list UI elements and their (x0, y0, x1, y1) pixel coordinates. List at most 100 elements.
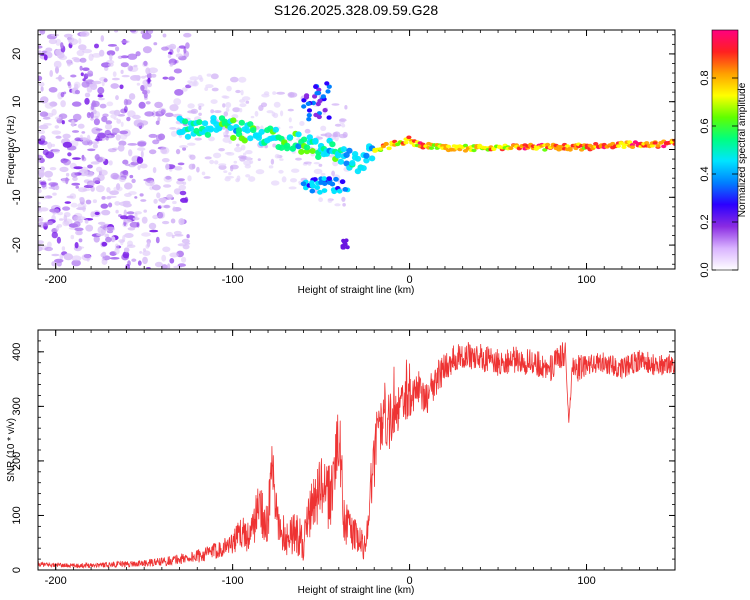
heatmap-cell (471, 148, 477, 153)
heatmap-cell (181, 238, 190, 244)
heatmap-cell (491, 147, 497, 151)
heatmap-cell (79, 57, 87, 63)
heatmap-cell (47, 241, 52, 248)
heatmap-cell (363, 157, 370, 164)
heatmap-cell (117, 55, 123, 59)
heatmap-cell (112, 174, 121, 180)
heatmap-cell (227, 125, 234, 131)
heatmap-cell (100, 223, 104, 228)
heatmap-cell (331, 103, 340, 106)
heatmap-cell (340, 146, 347, 153)
heatmap-cell (462, 143, 469, 148)
heatmap-cell (153, 198, 158, 204)
colorbar-tick-label: 0.8 (699, 70, 711, 85)
colorbar-tick-label: 0.2 (699, 214, 711, 229)
heatmap-cell (100, 35, 105, 42)
heatmap-cell (74, 89, 80, 95)
heatmap-cell (40, 86, 44, 92)
heatmap-cell (162, 220, 170, 225)
heatmap-cell (72, 157, 81, 160)
heatmap-cell (74, 242, 79, 249)
y-tick-label: 100 (11, 506, 23, 524)
heatmap-cell (307, 162, 312, 166)
heatmap-cell (176, 180, 184, 185)
heatmap-cell (128, 93, 136, 100)
heatmap-cell (138, 101, 146, 109)
heatmap-cell (187, 103, 195, 109)
heatmap-cell (155, 120, 160, 126)
snr-ylabel: SNR (10 * v/v) (6, 418, 17, 482)
heatmap-cell (169, 126, 177, 130)
heatmap-cell (38, 140, 48, 146)
heatmap-cell (209, 159, 215, 165)
heatmap-cell (222, 95, 230, 99)
heatmap-cell (108, 202, 113, 208)
heatmap-cell (58, 218, 64, 221)
heatmap-cell (94, 43, 99, 49)
heatmap-cell (183, 50, 190, 58)
heatmap-cell (137, 165, 141, 171)
heatmap-cell (245, 100, 250, 104)
heatmap-cell (281, 176, 287, 183)
heatmap-cell (78, 44, 87, 51)
heatmap-cell (169, 258, 175, 264)
heatmap-cell (272, 91, 277, 95)
heatmap-cell (73, 215, 81, 223)
heatmap-cell (145, 101, 151, 105)
heatmap-cell (317, 189, 323, 195)
heatmap-cell (133, 64, 138, 68)
heatmap-cell (142, 250, 151, 256)
heatmap-cell (72, 176, 78, 181)
heatmap-cell (67, 152, 72, 157)
heatmap-cell (126, 211, 135, 215)
heatmap-cell (81, 156, 87, 162)
spectrogram-xlabel: Height of straight line (km) (298, 285, 415, 296)
heatmap-cell (228, 172, 232, 176)
heatmap-cell (111, 77, 120, 81)
heatmap-cell (278, 169, 284, 174)
heatmap-cell (101, 196, 106, 200)
heatmap-cell (303, 144, 311, 151)
heatmap-cell (218, 148, 225, 152)
heatmap-cell (76, 49, 85, 57)
heatmap-cell (39, 111, 49, 117)
colorbar-label: Normalized spectral amplitude (737, 82, 748, 217)
heatmap-cell (342, 203, 346, 207)
snr-series-line (38, 342, 675, 569)
heatmap-cell (104, 123, 113, 130)
heatmap-cell (235, 89, 241, 94)
heatmap-cell (148, 133, 158, 138)
y-tick-label: 0 (11, 567, 23, 573)
heatmap-cell (260, 102, 268, 108)
heatmap-cell (155, 236, 160, 244)
heatmap-cell (96, 233, 105, 237)
heatmap-cell (309, 180, 315, 186)
heatmap-cell (51, 130, 62, 135)
heatmap-cell (223, 111, 229, 117)
heatmap-cell (148, 67, 159, 74)
heatmap-cell (258, 128, 265, 135)
heatmap-cell (86, 134, 91, 142)
heatmap-cell (93, 118, 100, 126)
heatmap-cell (137, 147, 146, 151)
heatmap-cell (152, 214, 159, 220)
heatmap-cell (213, 110, 222, 114)
heatmap-cell (245, 150, 253, 155)
heatmap-cell (126, 116, 131, 122)
y-tick-label: 400 (11, 343, 23, 361)
heatmap-cell (187, 142, 196, 146)
heatmap-cell (295, 143, 302, 150)
heatmap-cell (238, 119, 245, 126)
heatmap-cell (104, 233, 110, 238)
heatmap-cell (327, 198, 333, 203)
heatmap-cell (136, 221, 140, 228)
heatmap-cell (77, 230, 82, 235)
x-tick-label: -200 (45, 575, 67, 587)
heatmap-cell (163, 184, 172, 188)
heatmap-cell (117, 144, 125, 152)
heatmap-cell (169, 64, 173, 67)
heatmap-cell (567, 148, 573, 152)
heatmap-cell (368, 155, 376, 162)
heatmap-cell (82, 48, 92, 54)
